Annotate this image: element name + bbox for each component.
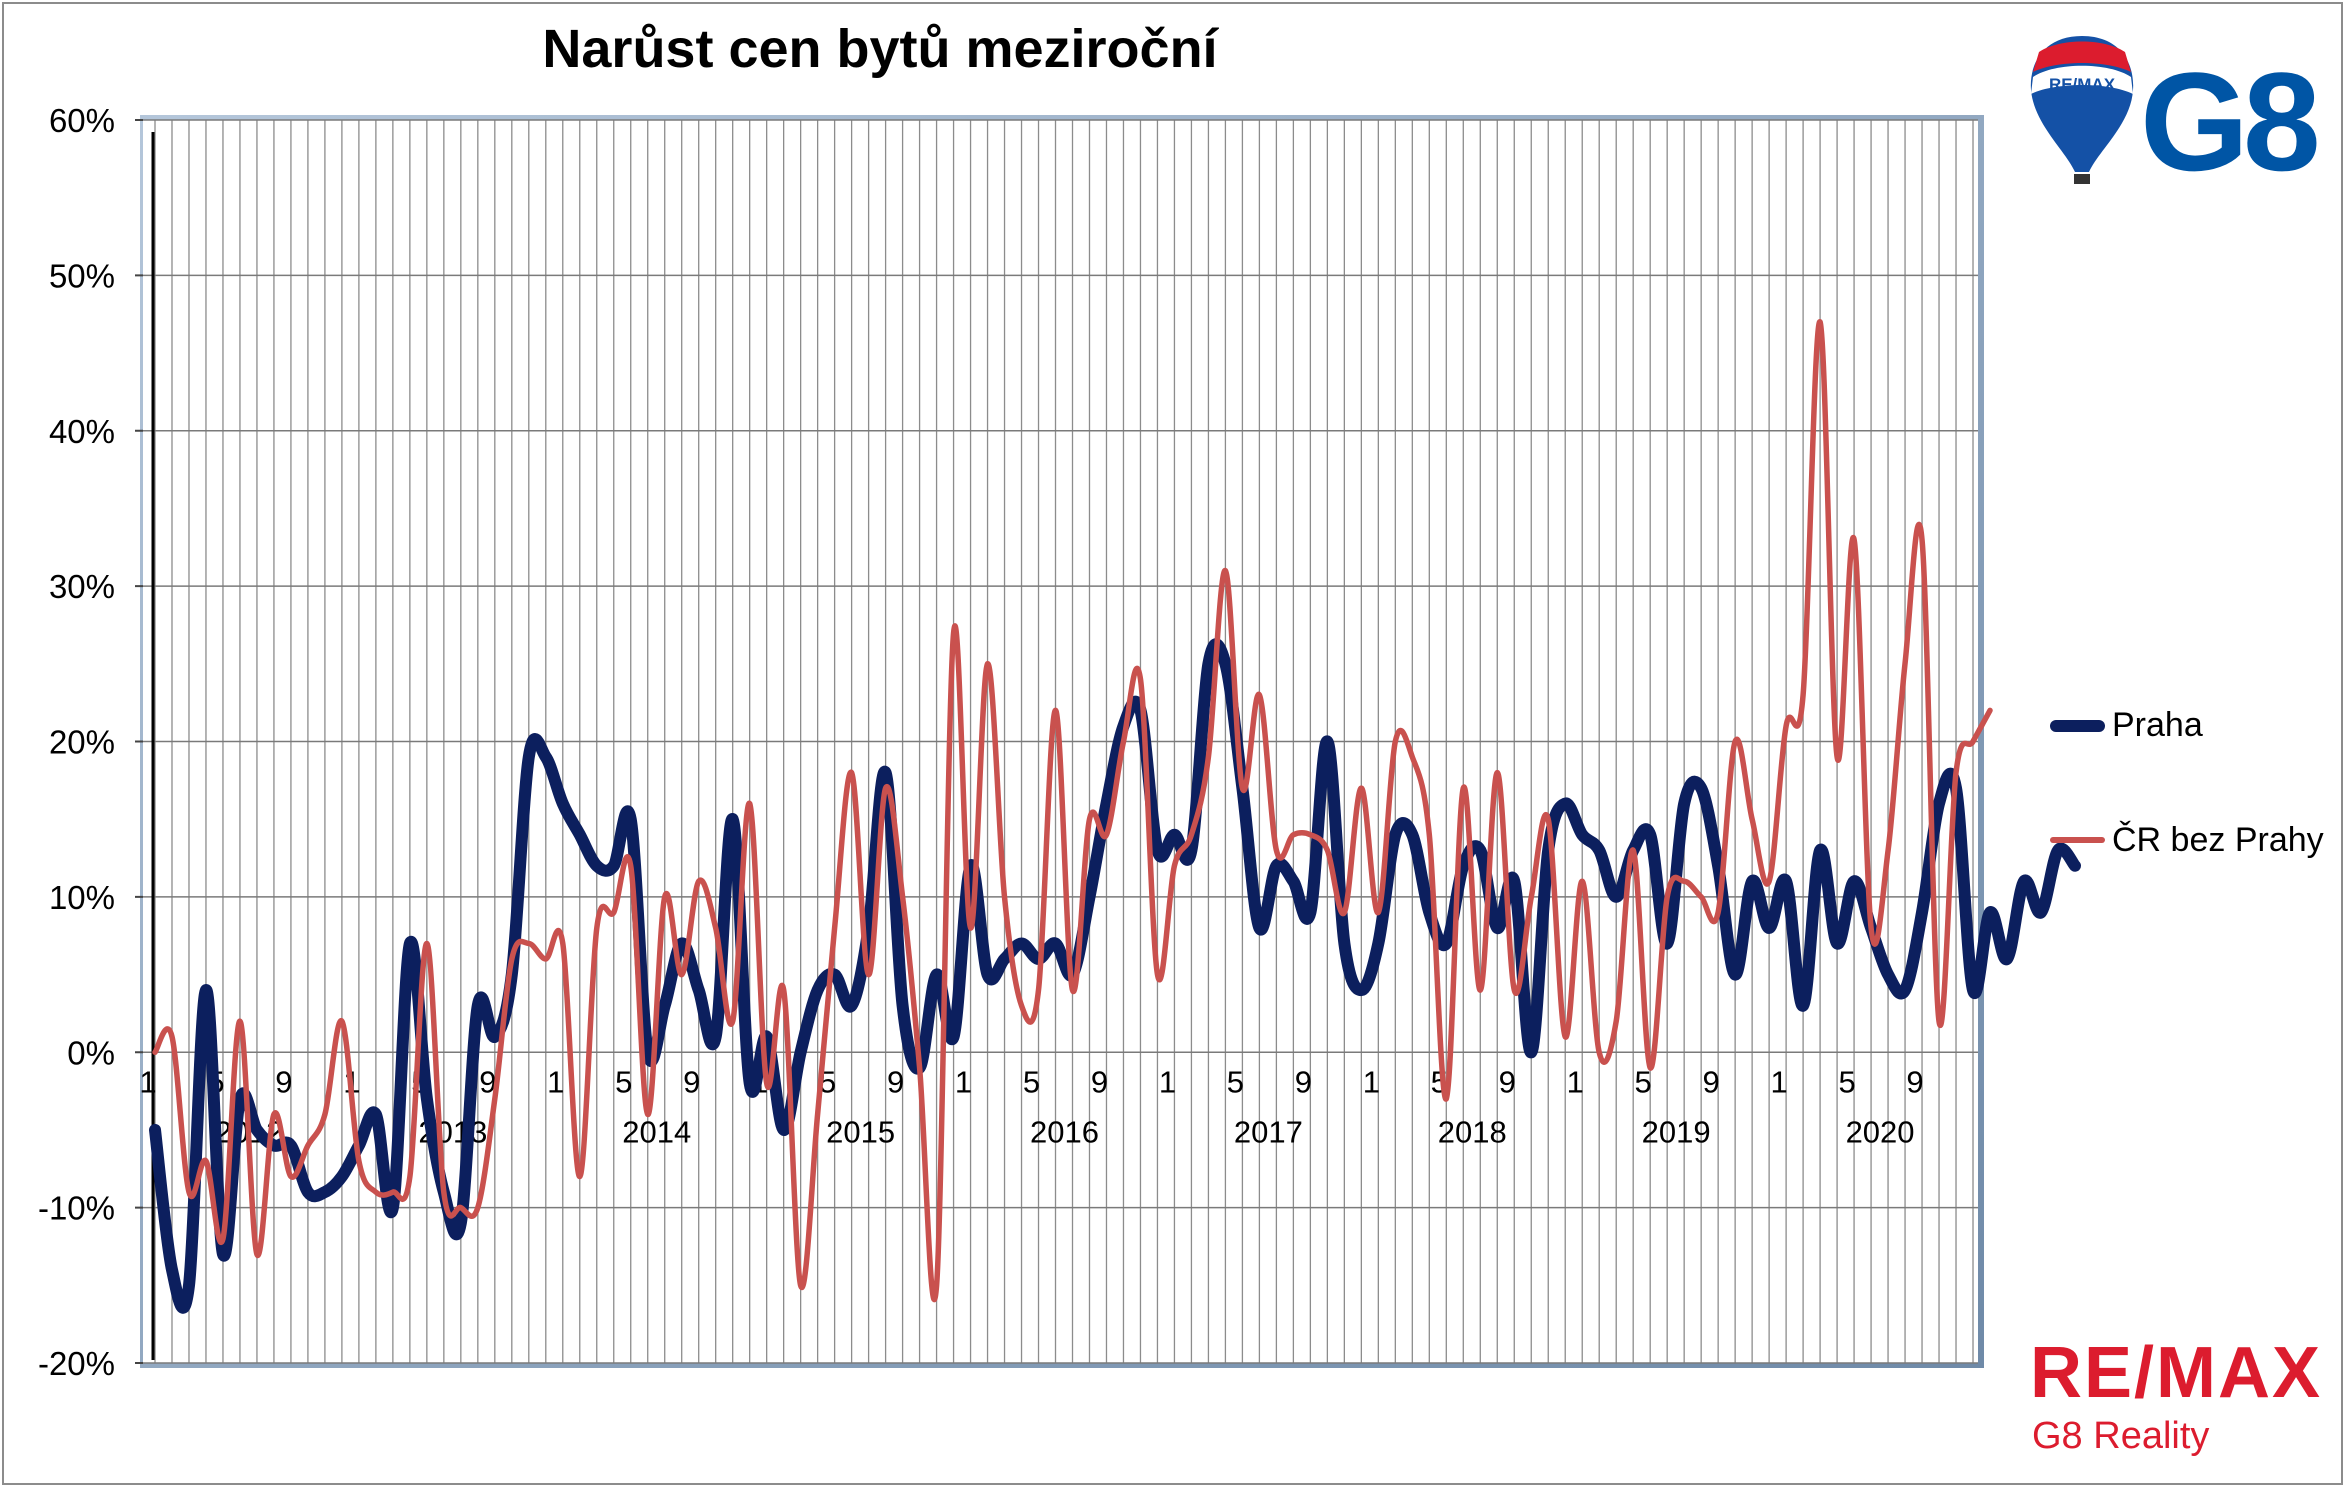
x-tick-label: 1 — [955, 1064, 972, 1099]
x-tick-label: 1 — [1363, 1064, 1380, 1099]
y-tick-label: 20% — [49, 724, 115, 761]
y-tick-label: -20% — [38, 1345, 115, 1382]
x-tick-label: 9 — [1703, 1064, 1720, 1099]
legend-swatch-cr — [2050, 837, 2105, 843]
x-tick-label: 5 — [615, 1064, 632, 1099]
y-tick-label: 60% — [49, 102, 115, 139]
x-tick-label: 1 — [139, 1064, 156, 1099]
remax-wordmark: RE/MAX — [2030, 1333, 2323, 1413]
x-year-label: 2020 — [1846, 1114, 1915, 1149]
balloon-icon: RE/MAX — [2030, 36, 2134, 184]
x-tick-label: 1 — [1159, 1064, 1176, 1099]
legend-swatch-praha — [2050, 720, 2105, 732]
x-year-label: 2019 — [1642, 1114, 1711, 1149]
y-tick-label: 0% — [67, 1034, 115, 1071]
x-year-label: 2015 — [826, 1114, 895, 1149]
x-tick-label: 1 — [1770, 1064, 1787, 1099]
y-tick-label: 30% — [49, 568, 115, 605]
remax-subtitle: G8 Reality — [2032, 1415, 2210, 1457]
legend-label-cr: ČR bez Prahy — [2112, 821, 2324, 859]
x-tick-label: 1 — [547, 1064, 564, 1099]
x-tick-label: 9 — [1091, 1064, 1108, 1099]
x-year-label: 2014 — [622, 1114, 691, 1149]
chart-title: Narůst cen bytů meziroční — [542, 19, 1218, 79]
remax-g8-logo: RE/MAX G8 — [2025, 32, 2325, 202]
g8-logo-text: G8 — [2140, 43, 2321, 200]
x-tick-label: 5 — [1023, 1064, 1040, 1099]
legend-label-praha: Praha — [2112, 706, 2203, 744]
x-tick-label: 5 — [1838, 1064, 1855, 1099]
y-tick-label: 10% — [49, 879, 115, 916]
x-year-label: 2016 — [1030, 1114, 1099, 1149]
x-year-label: 2018 — [1438, 1114, 1507, 1149]
x-tick-label: 9 — [275, 1064, 292, 1099]
y-tick-label: 50% — [49, 257, 115, 294]
x-tick-label: 9 — [479, 1064, 496, 1099]
y-tick-label: -10% — [38, 1190, 115, 1227]
x-tick-label: 9 — [1295, 1064, 1312, 1099]
x-tick-label: 9 — [683, 1064, 700, 1099]
remax-g8-reality-logo: RE/MAX G8 Reality — [2030, 1335, 2320, 1465]
x-tick-label: 5 — [1227, 1064, 1244, 1099]
x-tick-label: 1 — [1567, 1064, 1584, 1099]
balloon-text: RE/MAX — [2049, 75, 2116, 94]
x-year-label: 2017 — [1234, 1114, 1303, 1149]
x-tick-label: 9 — [887, 1064, 904, 1099]
y-tick-label: 40% — [49, 413, 115, 450]
x-tick-label: 5 — [1635, 1064, 1652, 1099]
x-tick-label: 9 — [1499, 1064, 1516, 1099]
x-tick-label: 9 — [1906, 1064, 1923, 1099]
series-line-cr-bez-prahy — [152, 319, 1993, 1303]
